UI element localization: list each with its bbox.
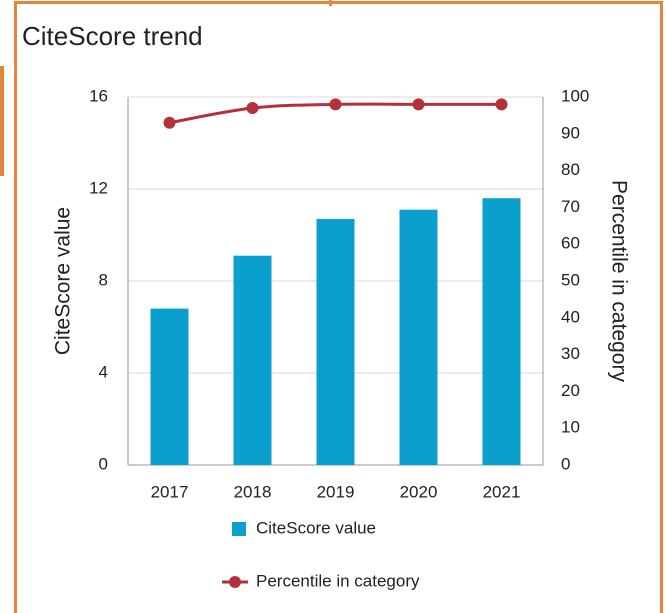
y-tick-label: 8 (99, 270, 108, 289)
y-tick-label: 16 (89, 86, 108, 105)
frame (14, 1, 663, 613)
bar (316, 218, 355, 465)
y2-axis-label: Percentile in category (607, 180, 630, 382)
bar (233, 255, 272, 465)
y2-tick-label: 20 (561, 381, 580, 400)
legend-swatch (229, 576, 241, 588)
x-tick-label: 2021 (483, 482, 521, 501)
legend-label: CiteScore value (256, 518, 376, 537)
legend-label: Percentile in category (256, 571, 420, 590)
y2-tick-label: 90 (561, 123, 580, 142)
line-point (495, 98, 508, 111)
y-tick-label: 0 (99, 454, 108, 473)
x-tick-label: 2018 (234, 482, 272, 501)
bar (399, 209, 438, 465)
y-axis-label: CiteScore value (52, 207, 75, 355)
y2-tick-label: 100 (561, 86, 589, 105)
edge-accent (0, 66, 4, 176)
y2-tick-label: 70 (561, 197, 580, 216)
line-point (246, 102, 259, 115)
legend-swatch (232, 522, 246, 536)
y2-tick-label: 50 (561, 270, 580, 289)
y2-tick-label: 40 (561, 307, 580, 326)
y-tick-label: 4 (99, 362, 108, 381)
y2-tick-label: 80 (561, 160, 580, 179)
chart-title: CiteScore trend (22, 21, 203, 51)
y2-tick-label: 60 (561, 234, 580, 253)
bar (482, 198, 521, 465)
y-tick-label: 12 (89, 178, 108, 197)
bar (150, 308, 189, 465)
line-point (412, 98, 425, 111)
line-point (163, 116, 176, 129)
y2-tick-label: 30 (561, 344, 580, 363)
line-point (329, 98, 342, 111)
x-tick-label: 2017 (151, 482, 189, 501)
y2-tick-label: 10 (561, 418, 580, 437)
x-tick-label: 2020 (400, 482, 438, 501)
y2-tick-label: 0 (561, 454, 570, 473)
x-tick-label: 2019 (317, 482, 355, 501)
